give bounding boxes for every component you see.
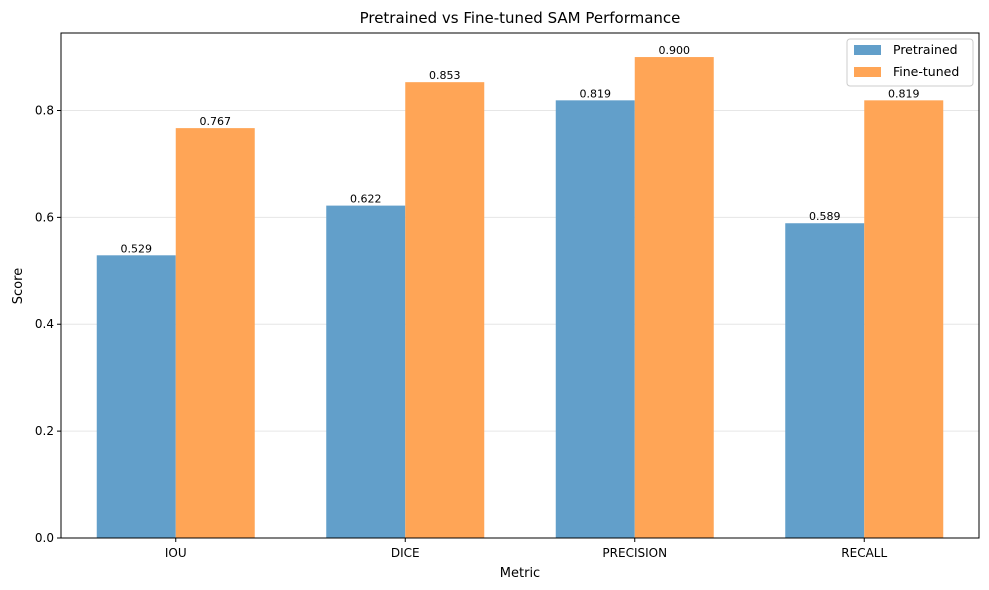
y-tick-label: 0.4 — [35, 317, 54, 331]
bar-fine-tuned-iou — [175, 128, 255, 538]
bar-pretrained-iou — [96, 255, 176, 538]
legend: Pretrained Fine-tuned — [846, 38, 974, 87]
y-tick-label: 0.2 — [35, 424, 54, 438]
legend-label-fine-tuned: Fine-tuned — [893, 64, 959, 79]
bar-fine-tuned-recall — [864, 100, 944, 538]
data-label-fine-tuned: 0.819 — [888, 87, 920, 100]
x-tick-label: RECALL — [841, 546, 887, 560]
y-axis-label: Score — [11, 268, 26, 304]
bar-pretrained-recall — [785, 223, 865, 538]
data-label-fine-tuned: 0.767 — [200, 115, 232, 128]
y-tick-label: 0.0 — [35, 531, 54, 545]
x-tick-label: DICE — [391, 546, 420, 560]
data-label-pretrained: 0.819 — [580, 87, 612, 100]
x-axis-label: Metric — [500, 566, 540, 581]
bar-fine-tuned-precision — [634, 57, 714, 539]
data-labels: 0.529 0.767 0.622 0.853 0.819 0.900 0.589 0.819 — [121, 44, 920, 255]
data-label-pretrained: 0.622 — [350, 193, 382, 206]
x-tick-label: IOU — [165, 546, 187, 560]
plot-frame — [60, 32, 980, 539]
data-label-fine-tuned: 0.853 — [429, 69, 461, 82]
data-label-pretrained: 0.529 — [121, 242, 153, 255]
chart-title: Pretrained vs Fine-tuned SAM Performance — [360, 9, 681, 27]
x-tick-label: PRECISION — [602, 546, 667, 560]
data-label-pretrained: 0.589 — [809, 210, 841, 223]
legend-label-pretrained: Pretrained — [893, 42, 958, 57]
bars — [96, 57, 944, 539]
y-tick-label: 0.6 — [35, 210, 54, 224]
bar-fine-tuned-dice — [405, 82, 485, 538]
legend-swatch-fine-tuned — [854, 67, 881, 77]
legend-swatch-pretrained — [854, 45, 881, 55]
y-axis-ticks: 0.0 0.2 0.4 0.6 0.8 — [35, 103, 61, 545]
data-label-fine-tuned: 0.900 — [659, 44, 691, 57]
x-axis-ticks: IOU DICE PRECISION RECALL — [165, 538, 887, 560]
bar-pretrained-dice — [326, 205, 406, 538]
bar-pretrained-precision — [555, 100, 635, 538]
y-tick-label: 0.8 — [35, 103, 54, 117]
